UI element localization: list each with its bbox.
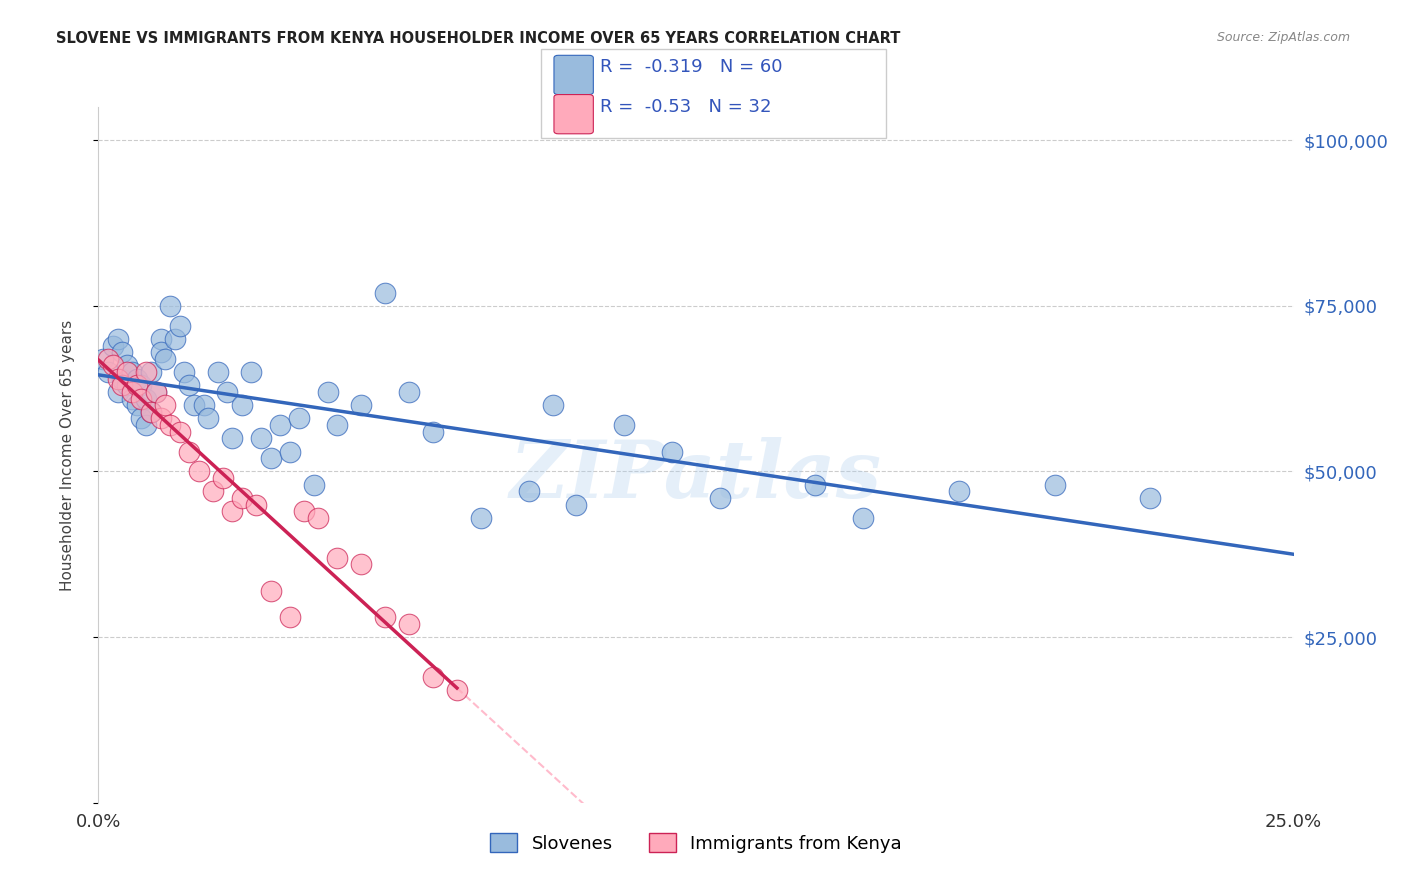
- Point: [121, 365, 143, 379]
- Point: [709, 491, 731, 505]
- Point: [101, 338, 124, 352]
- Point: [159, 299, 181, 313]
- Point: [350, 558, 373, 572]
- Point: [231, 398, 253, 412]
- Text: SLOVENE VS IMMIGRANTS FROM KENYA HOUSEHOLDER INCOME OVER 65 YEARS CORRELATION CH: SLOVENE VS IMMIGRANTS FROM KENYA HOUSEHO…: [56, 31, 901, 46]
- Point: [111, 372, 134, 386]
- Point: [326, 550, 349, 565]
- Point: [173, 365, 195, 379]
- Point: [613, 418, 636, 433]
- Point: [517, 484, 540, 499]
- Point: [422, 425, 444, 439]
- Point: [135, 392, 157, 406]
- Point: [131, 378, 153, 392]
- Point: [217, 384, 239, 399]
- Point: [302, 477, 325, 491]
- Point: [221, 504, 243, 518]
- Point: [107, 332, 129, 346]
- Point: [131, 392, 153, 406]
- Text: Source: ZipAtlas.com: Source: ZipAtlas.com: [1216, 31, 1350, 45]
- Point: [91, 351, 114, 366]
- Point: [211, 471, 233, 485]
- Point: [207, 365, 229, 379]
- Point: [422, 670, 444, 684]
- Point: [288, 411, 311, 425]
- Point: [852, 511, 875, 525]
- Point: [135, 365, 157, 379]
- Point: [149, 332, 172, 346]
- Y-axis label: Householder Income Over 65 years: Householder Income Over 65 years: [60, 319, 75, 591]
- Point: [135, 418, 157, 433]
- Point: [948, 484, 970, 499]
- Point: [101, 359, 124, 373]
- Text: ZIPatlas: ZIPatlas: [510, 437, 882, 515]
- Point: [661, 444, 683, 458]
- Point: [197, 411, 219, 425]
- Point: [97, 365, 120, 379]
- Point: [115, 378, 138, 392]
- Point: [259, 451, 281, 466]
- Point: [804, 477, 827, 491]
- Point: [115, 365, 138, 379]
- Text: R =  -0.319   N = 60: R = -0.319 N = 60: [600, 58, 783, 76]
- Point: [149, 411, 172, 425]
- Point: [350, 398, 373, 412]
- Point: [155, 398, 177, 412]
- Point: [307, 511, 329, 525]
- Point: [1139, 491, 1161, 505]
- Point: [374, 610, 396, 624]
- Point: [541, 398, 564, 412]
- Point: [398, 384, 420, 399]
- Point: [107, 372, 129, 386]
- Point: [278, 610, 301, 624]
- Point: [121, 392, 143, 406]
- Point: [179, 378, 201, 392]
- Point: [259, 583, 281, 598]
- Point: [240, 365, 263, 379]
- Point: [125, 378, 148, 392]
- Text: R =  -0.53   N = 32: R = -0.53 N = 32: [600, 98, 772, 116]
- Point: [155, 351, 177, 366]
- Point: [97, 351, 120, 366]
- Point: [245, 498, 267, 512]
- Point: [149, 345, 172, 359]
- Point: [139, 405, 162, 419]
- Point: [1043, 477, 1066, 491]
- Point: [316, 384, 339, 399]
- Point: [202, 484, 225, 499]
- Point: [159, 418, 181, 433]
- Point: [111, 378, 134, 392]
- Point: [145, 384, 167, 399]
- Point: [446, 683, 468, 698]
- Legend: Slovenes, Immigrants from Kenya: Slovenes, Immigrants from Kenya: [482, 826, 910, 860]
- Point: [374, 285, 396, 300]
- Point: [269, 418, 291, 433]
- Point: [179, 444, 201, 458]
- Point: [139, 365, 162, 379]
- Point: [231, 491, 253, 505]
- Point: [111, 345, 134, 359]
- Point: [169, 318, 191, 333]
- Point: [398, 616, 420, 631]
- Point: [115, 359, 138, 373]
- Point: [131, 411, 153, 425]
- Point: [221, 431, 243, 445]
- Point: [278, 444, 301, 458]
- Point: [470, 511, 492, 525]
- Point: [183, 398, 205, 412]
- Point: [169, 425, 191, 439]
- Point: [145, 384, 167, 399]
- Point: [565, 498, 588, 512]
- Point: [125, 372, 148, 386]
- Point: [139, 405, 162, 419]
- Point: [125, 398, 148, 412]
- Point: [193, 398, 215, 412]
- Point: [250, 431, 273, 445]
- Point: [163, 332, 186, 346]
- Point: [187, 465, 209, 479]
- Point: [326, 418, 349, 433]
- Point: [121, 384, 143, 399]
- Point: [292, 504, 315, 518]
- Point: [107, 384, 129, 399]
